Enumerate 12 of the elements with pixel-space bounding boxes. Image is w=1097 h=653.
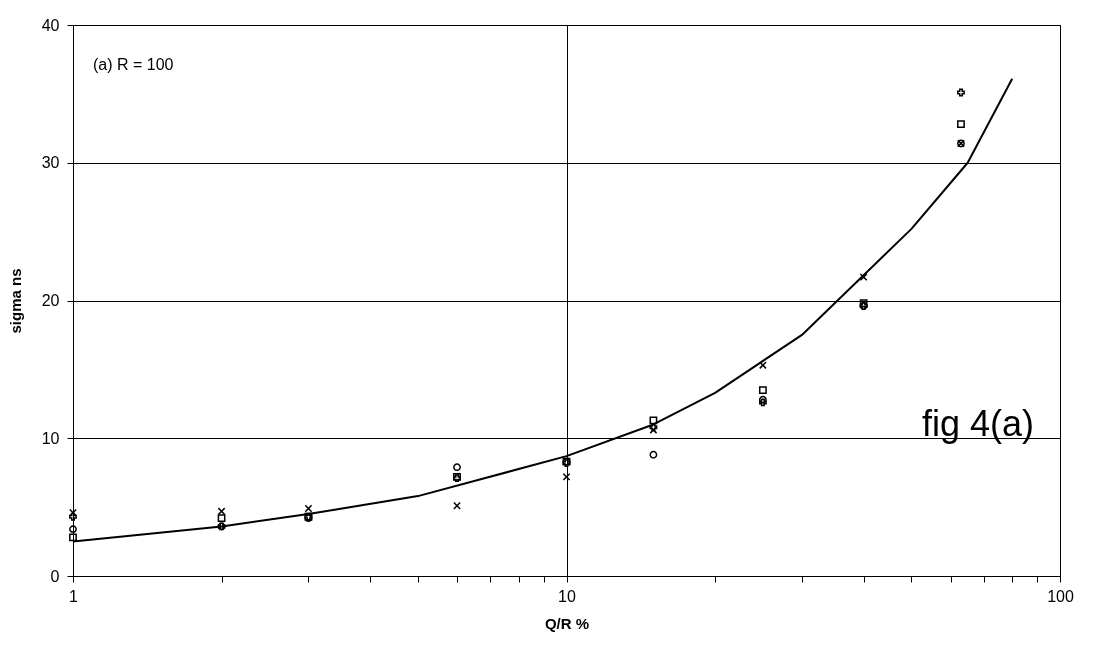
y-tick-label: 0 (50, 567, 60, 585)
x-tick-label: 1 (69, 587, 79, 605)
x-tick-label: 100 (1047, 587, 1074, 605)
x-axis-title: Q/R % (544, 614, 590, 632)
y-tick-label: 20 (41, 292, 60, 309)
x-tick-label: 10 (558, 587, 576, 605)
annotation: (a) R = 100 (93, 56, 174, 73)
annotation: fig 4(a) (921, 403, 1035, 444)
y-axis-title: sigma ns (6, 268, 24, 334)
y-tick-label: 10 (41, 429, 60, 447)
y-tick-label: 30 (41, 154, 60, 172)
y-tick-label: 40 (41, 16, 60, 34)
